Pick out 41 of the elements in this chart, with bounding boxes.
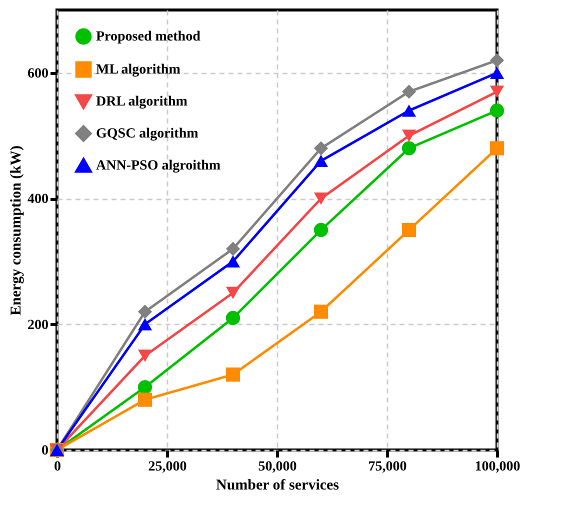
point: [138, 304, 152, 319]
x-tick-label: 25,000: [148, 460, 187, 474]
x-tick-label: 75,000: [368, 460, 407, 474]
point: [138, 380, 152, 394]
point: [402, 222, 416, 238]
point: [314, 304, 328, 319]
legend-label: ANN-PSO algroithm: [96, 158, 221, 174]
y-tick-label: 200: [28, 318, 48, 333]
point: [226, 242, 240, 256]
point: [314, 154, 328, 167]
point: [402, 84, 416, 99]
point: [226, 286, 240, 299]
legend-label: DRL algorithm: [96, 94, 188, 110]
x-tick-label: 50,000: [258, 460, 297, 474]
point: [402, 104, 416, 117]
point: [138, 350, 152, 362]
y-tick-label: 400: [28, 192, 48, 208]
y-tick-label: 0: [42, 444, 48, 458]
point: [490, 86, 504, 98]
point: [226, 255, 240, 268]
point: [226, 310, 240, 326]
point: [490, 66, 504, 79]
x-tick-label: 100,000: [474, 460, 520, 474]
point: [314, 192, 328, 205]
legend-label: Proposed method: [96, 30, 201, 44]
point: [138, 392, 152, 407]
y-tick-label: 600: [28, 66, 48, 82]
x-tick-label: 0: [54, 460, 61, 474]
legend-label: ML algorithm: [96, 62, 181, 78]
point: [402, 130, 416, 142]
point: [490, 104, 504, 118]
point: [226, 368, 240, 382]
x-axis-title: Number of services: [216, 478, 340, 494]
point: [490, 141, 504, 156]
point: [138, 318, 152, 330]
point: [314, 222, 328, 238]
point: [314, 141, 328, 156]
point: [402, 141, 416, 156]
y-axis-title: Energy consumption (kW): [8, 145, 24, 316]
point: [490, 53, 504, 68]
legend-label: GQSC algorithm: [96, 126, 199, 142]
